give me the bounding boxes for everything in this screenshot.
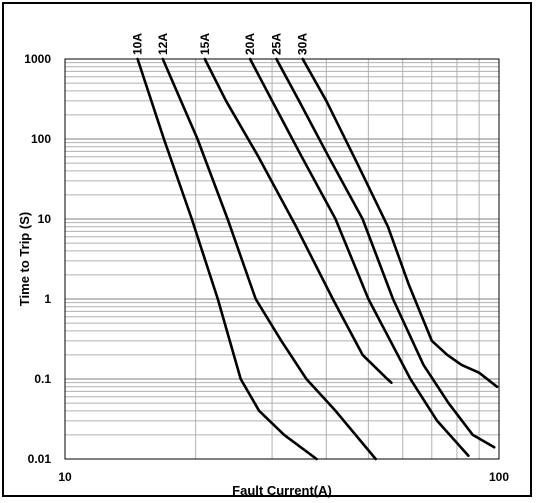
tick-label-layer: 1000 100 10 1 0.1 0.01 10 100 (24, 52, 509, 484)
series-line-30a (301, 57, 499, 389)
x-tick-label: 100 (489, 470, 509, 484)
chart-frame (2, 2, 532, 497)
series-label-30a: 30A (296, 33, 310, 55)
series-label-25a: 25A (269, 33, 283, 55)
series-label-12a: 12A (156, 33, 170, 55)
y-tick-label: 0.1 (34, 372, 51, 386)
series-line-20a (248, 57, 470, 458)
y-axis-title: Time to Trip (S) (17, 212, 32, 306)
y-tick-label: 1 (44, 292, 51, 306)
series-label-20a: 20A (243, 33, 257, 55)
grid-layer (65, 59, 499, 459)
x-tick-label: 10 (58, 470, 72, 484)
series-line-25a (275, 57, 496, 449)
series-label-15a: 15A (198, 33, 212, 55)
y-tick-label: 0.01 (28, 452, 52, 466)
plot-area-border (64, 58, 500, 460)
series-label-10a: 10A (131, 33, 145, 55)
series-line-12a (161, 57, 378, 461)
y-tick-label: 100 (31, 132, 51, 146)
series-line-10a (136, 57, 318, 461)
series-layer (136, 57, 499, 461)
y-tick-label: 10 (38, 212, 52, 226)
series-line-15a (203, 57, 393, 385)
x-axis-title: Fault Current(A) (232, 483, 332, 498)
series-label-layer: 10A 12A 15A 20A 25A 30A (131, 33, 310, 55)
y-tick-label: 1000 (24, 52, 51, 66)
